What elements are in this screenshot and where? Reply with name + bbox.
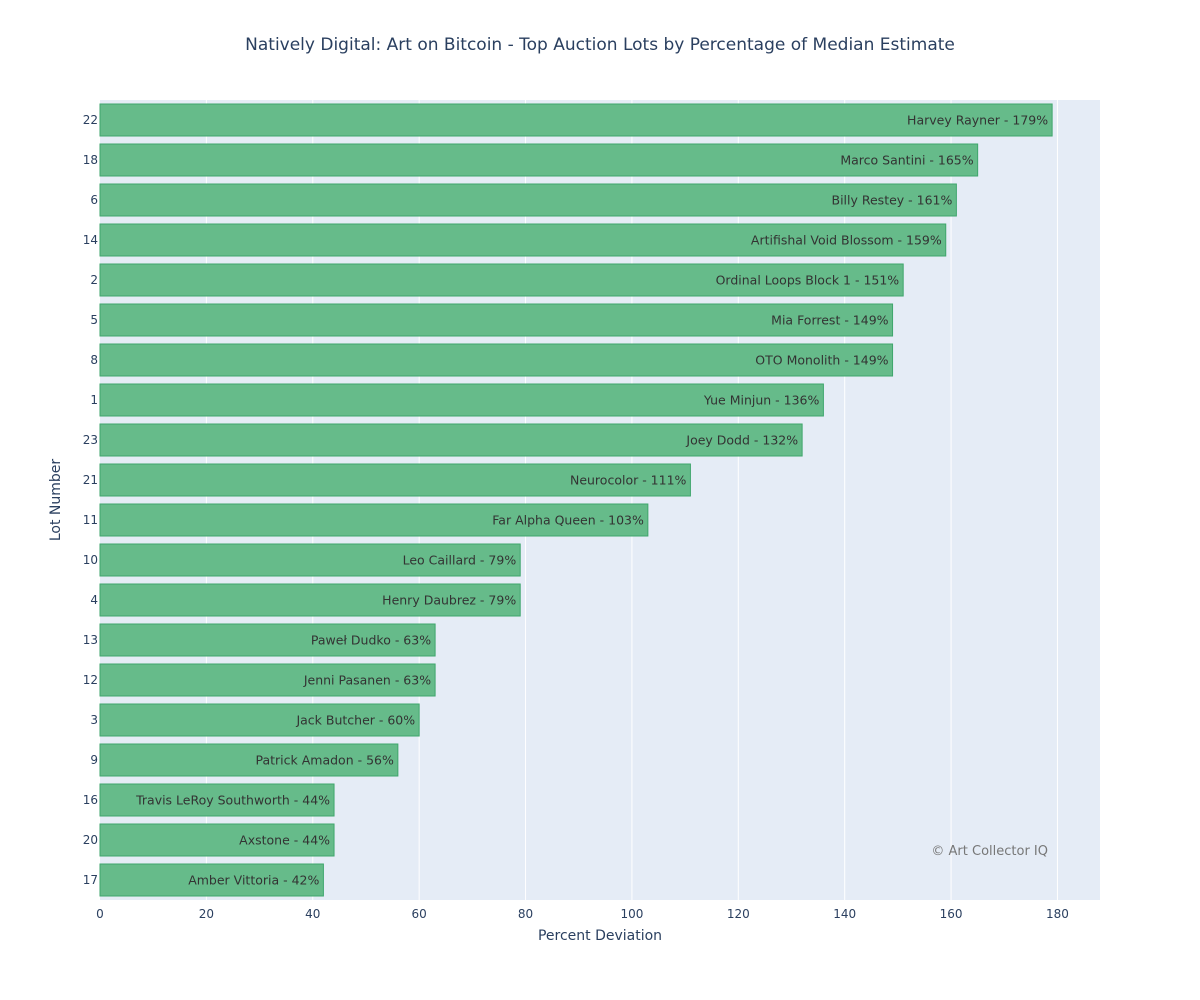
- bar: [99, 303, 894, 337]
- x-tick-label: 60: [412, 907, 427, 921]
- bar: [99, 143, 979, 177]
- bar-data-label: Jenni Pasanen - 63%: [303, 673, 431, 688]
- bars: Harvey Rayner - 179% Marco Santini - 165%…: [99, 103, 1053, 897]
- y-tick-label: 8: [90, 353, 98, 367]
- x-tick-label: 20: [199, 907, 214, 921]
- y-tick-label: 5: [90, 313, 98, 327]
- bar-data-label: Paweł Dudko - 63%: [311, 633, 431, 648]
- bar-data-label: Joey Dodd - 132%: [685, 433, 798, 448]
- x-tick-label: 160: [940, 907, 963, 921]
- bar: [99, 703, 420, 737]
- bar: [99, 783, 335, 817]
- y-tick-label: 3: [90, 713, 98, 727]
- y-tick-label: 22: [83, 113, 98, 127]
- bar: [99, 423, 803, 457]
- x-axis-ticks: 0 20 40 60 80 100 120 140 160 180: [96, 907, 1069, 921]
- y-tick-label: 16: [83, 793, 98, 807]
- y-tick-label: 14: [83, 233, 98, 247]
- y-axis-title: Lot Number: [48, 459, 64, 542]
- bar: [99, 823, 335, 857]
- bar: [99, 663, 436, 697]
- x-tick-label: 140: [833, 907, 856, 921]
- bar-data-label: Marco Santini - 165%: [840, 153, 973, 168]
- bar: [99, 383, 824, 417]
- bar-data-label: Patrick Amadon - 56%: [255, 753, 393, 768]
- bar: [99, 543, 521, 577]
- bar: [99, 583, 521, 617]
- bar-data-label: Harvey Rayner - 179%: [907, 113, 1048, 128]
- bar: [99, 103, 1053, 137]
- y-tick-label: 2: [90, 273, 98, 287]
- bar-data-label: Amber Vittoria - 42%: [188, 873, 319, 888]
- y-tick-label: 10: [83, 553, 98, 567]
- bar-data-label: Far Alpha Queen - 103%: [492, 513, 644, 528]
- bar-data-label: Artifishal Void Blossom - 159%: [751, 233, 942, 248]
- bar-data-label: OTO Monolith - 149%: [755, 353, 888, 368]
- bar: [99, 863, 324, 897]
- x-tick-label: 180: [1046, 907, 1069, 921]
- y-tick-label: 6: [90, 193, 98, 207]
- y-tick-label: 4: [90, 593, 98, 607]
- bar: [99, 223, 947, 257]
- y-tick-label: 23: [83, 433, 98, 447]
- bar: [99, 503, 649, 537]
- bar-data-label: Leo Caillard - 79%: [403, 553, 517, 568]
- bar-data-label: Yue Minjun - 136%: [703, 393, 820, 408]
- y-tick-label: 1: [90, 393, 98, 407]
- bar-data-label: Axstone - 44%: [239, 833, 330, 848]
- bar-data-label: Mia Forrest - 149%: [771, 313, 888, 328]
- x-axis-title: Percent Deviation: [538, 928, 662, 944]
- bar-data-label: Neurocolor - 111%: [570, 473, 687, 488]
- bar-data-label: Billy Restey - 161%: [832, 193, 953, 208]
- plot-area: [100, 100, 1100, 900]
- bar-data-label: Ordinal Loops Block 1 - 151%: [716, 273, 900, 288]
- y-tick-label: 18: [83, 153, 98, 167]
- y-tick-label: 12: [83, 673, 98, 687]
- copyright-annotation: © Art Collector IQ: [931, 844, 1048, 859]
- bar: [99, 183, 957, 217]
- bar-data-label: Jack Butcher - 60%: [295, 713, 415, 728]
- bar: [99, 263, 904, 297]
- y-tick-label: 13: [83, 633, 98, 647]
- y-tick-label: 21: [83, 473, 98, 487]
- x-tick-label: 0: [96, 907, 104, 921]
- y-tick-label: 20: [83, 833, 98, 847]
- y-tick-label: 9: [90, 753, 98, 767]
- bar: [99, 343, 894, 377]
- y-tick-label: 11: [83, 513, 98, 527]
- bar-data-label: Henry Daubrez - 79%: [382, 593, 516, 608]
- bar: [99, 743, 399, 777]
- x-tick-label: 120: [727, 907, 750, 921]
- bar: [99, 463, 691, 497]
- y-tick-label: 17: [83, 873, 98, 887]
- x-tick-label: 100: [620, 907, 643, 921]
- bar-data-label: Travis LeRoy Southworth - 44%: [135, 793, 330, 808]
- chart-title: Natively Digital: Art on Bitcoin - Top A…: [245, 35, 955, 55]
- x-tick-label: 80: [518, 907, 533, 921]
- x-tick-label: 40: [305, 907, 320, 921]
- bar: [99, 623, 436, 657]
